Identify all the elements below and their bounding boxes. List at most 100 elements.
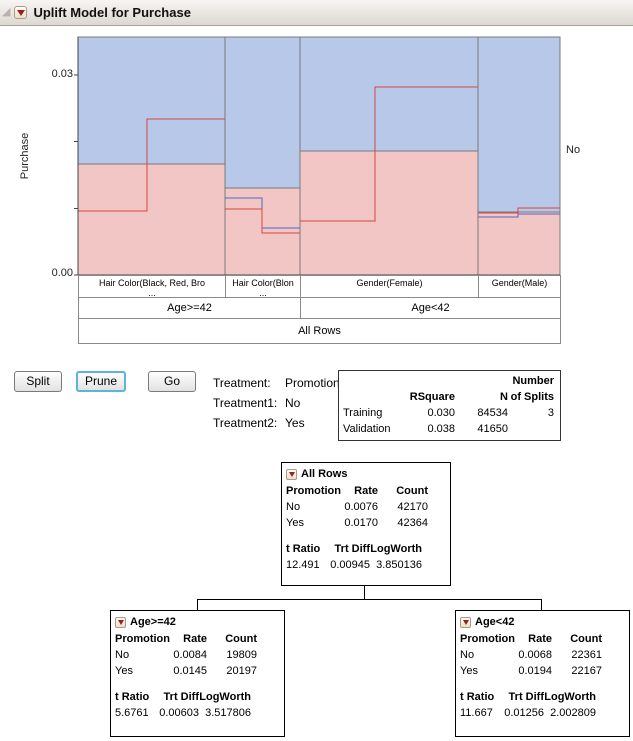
stat-value: 2.002809 — [550, 707, 596, 719]
leaf-label-gender-female[interactable]: Gender(Female) — [300, 275, 479, 298]
treatment1-value: No — [285, 396, 301, 410]
leaf-label-gender-male[interactable]: Gender(Male) — [478, 275, 561, 298]
col-header: Promotion — [286, 485, 341, 497]
leaf-label-text: Gender(Male) — [491, 278, 548, 288]
cell: No — [286, 501, 301, 513]
mosaic-bottom-segment-0 — [77, 163, 226, 276]
tree-node-all-rows[interactable]: All Rows Promotion Rate Count No 0.0076 … — [281, 462, 451, 586]
cell: 42364 — [397, 517, 428, 529]
node-disclosure-icon[interactable] — [460, 616, 471, 628]
node-stats: t Ratio Trt Diff LogWorth 5.6761 0.00603… — [115, 689, 280, 721]
mosaic-top-segment-1 — [224, 36, 301, 189]
mosaic-bottom-segment-2 — [299, 150, 479, 276]
leaf-label-ellipsis: ... — [148, 288, 156, 298]
treatment2-value: Yes — [285, 416, 305, 430]
leaf-label-text: Hair Color(Blon — [232, 278, 294, 288]
node-table: Promotion Rate Count No 0.0084 19809 Yes… — [115, 631, 280, 679]
col-header: Rate — [528, 633, 552, 645]
node-stats: t Ratio Trt Diff LogWorth 12.491 0.00945… — [286, 541, 446, 573]
mosaic-bottom-segment-3 — [477, 211, 561, 276]
stat-header: LogWorth — [544, 691, 596, 703]
red-triangle-icon — [462, 619, 469, 625]
cell: 0.0084 — [173, 649, 207, 661]
training-row-label: Training — [343, 407, 383, 419]
stat-value: 5.6761 — [115, 707, 149, 719]
stat-header: t Ratio — [286, 543, 321, 555]
stat-value: 3.517806 — [205, 707, 251, 719]
col-header: Rate — [183, 633, 207, 645]
treatment-value: Promotion — [285, 376, 340, 390]
stat-header: LogWorth — [199, 691, 251, 703]
rate-line-2 — [225, 208, 300, 234]
stat-value: 11.667 — [460, 707, 493, 719]
tree-node-age-ge-42[interactable]: Age>=42 Promotion Rate Count No 0.0084 1… — [110, 610, 285, 737]
treatment2-row: Treatment2: Yes — [213, 413, 340, 433]
response-level-label-no: No — [566, 144, 581, 156]
treatment2-label: Treatment2: — [213, 416, 278, 430]
col-header: Promotion — [115, 633, 170, 645]
outline-corner-icon[interactable]: ◢ — [2, 6, 11, 18]
of-splits-header: of Splits — [510, 391, 554, 403]
red-triangle-icon — [16, 9, 25, 16]
mosaic-top-segment-0 — [77, 36, 226, 165]
validation-row-label: Validation — [343, 423, 391, 435]
report-disclosure-icon[interactable] — [14, 6, 28, 19]
node-disclosure-icon[interactable] — [286, 468, 297, 480]
col-header: Count — [570, 633, 602, 645]
mosaic-bottom-segment-1 — [224, 187, 301, 276]
connector-horizontal — [197, 599, 542, 600]
go-button[interactable]: Go — [148, 371, 196, 392]
connector-left-vertical — [197, 599, 198, 610]
title-bar: ◢ Uplift Model for Purchase — [0, 0, 633, 26]
connector-right-vertical — [541, 599, 542, 610]
stat-value: 0.01256 — [504, 707, 544, 719]
node-title: Age>=42 — [130, 616, 176, 628]
node-header: Age<42 — [460, 613, 625, 631]
stat-header: Trt Diff — [163, 691, 199, 703]
node-disclosure-icon[interactable] — [115, 616, 126, 628]
group-label-age-ge-42[interactable]: Age>=42 — [78, 297, 301, 319]
cell: Yes — [460, 665, 478, 677]
rate-line-3 — [300, 86, 478, 222]
treatment-label: Treatment: — [213, 376, 271, 390]
col-header: Count — [396, 485, 428, 497]
rate-line-4 — [478, 207, 560, 214]
col-header: Count — [225, 633, 257, 645]
node-table: Promotion Rate Count No 0.0076 42170 Yes… — [286, 483, 446, 531]
cell: 0.0145 — [173, 665, 207, 677]
split-button[interactable]: Split — [14, 371, 62, 392]
y-axis-label: Purchase — [19, 132, 31, 180]
cell: 0.0170 — [344, 517, 378, 529]
cell: Yes — [286, 517, 304, 529]
mosaic-top-segment-3 — [477, 36, 561, 213]
stat-header: LogWorth — [370, 543, 422, 555]
stat-header: t Ratio — [460, 691, 495, 703]
all-rows-bracket[interactable]: All Rows — [78, 318, 561, 344]
leaf-label-haircolor-blond[interactable]: Hair Color(Blon ... — [225, 275, 301, 298]
y-tick-label-bottom: 0.00 — [51, 267, 73, 279]
stat-value: 0.00945 — [330, 559, 370, 571]
cell: 19809 — [226, 649, 257, 661]
cell: No — [460, 649, 475, 661]
cell: 42170 — [397, 501, 428, 513]
validation-n: 41650 — [477, 423, 508, 435]
group-label-age-lt-42[interactable]: Age<42 — [300, 297, 561, 319]
fit-summary-table: Number RSquare N of Splits Training 0.03… — [338, 370, 561, 441]
treatment-row: Treatment: Promotion — [213, 373, 340, 393]
cell: 0.0076 — [344, 501, 378, 513]
tree-node-age-lt-42[interactable]: Age<42 Promotion Rate Count No 0.0068 22… — [455, 610, 630, 737]
leaf-label-haircolor-black-red-bro[interactable]: Hair Color(Black, Red, Bro ... — [78, 275, 226, 298]
cell: 0.0194 — [518, 665, 552, 677]
node-header: All Rows — [286, 465, 446, 483]
leaf-label-text: Hair Color(Black, Red, Bro — [98, 278, 206, 288]
red-triangle-icon — [288, 471, 295, 477]
rate-line-0 — [78, 118, 225, 212]
y-tick-label-top: 0.03 — [51, 68, 73, 80]
validation-rsquare: 0.038 — [427, 423, 455, 435]
rate-line-5 — [478, 213, 560, 218]
stat-value: 12.491 — [286, 559, 320, 571]
training-n: 84534 — [477, 407, 508, 419]
col-header: Rate — [354, 485, 378, 497]
prune-button[interactable]: Prune — [76, 371, 126, 392]
cell: Yes — [115, 665, 133, 677]
